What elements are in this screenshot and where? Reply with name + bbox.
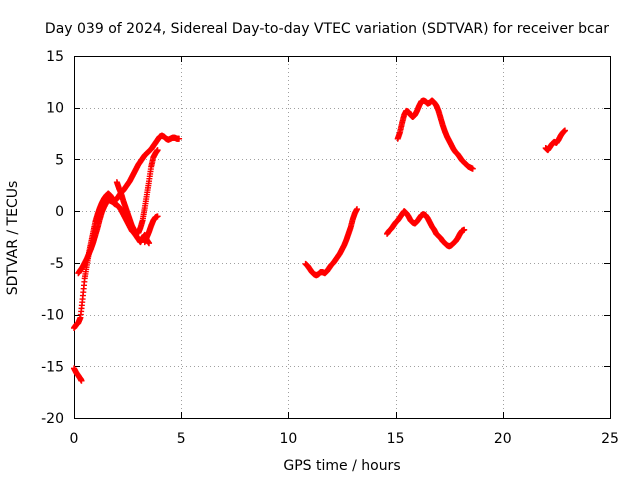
y-tick-label: 0: [55, 204, 64, 220]
data-point: [354, 206, 361, 213]
x-tick-label: 10: [279, 431, 297, 447]
axis-ticks: [74, 56, 611, 419]
y-tick-label: 10: [46, 101, 64, 117]
x-axis-label: GPS time / hours: [283, 458, 400, 474]
x-tick-labels: 0 5 10 15 20 25: [70, 431, 619, 447]
data-point: [154, 147, 161, 154]
point-segment-f: [302, 206, 361, 279]
y-tick-labels: -20 -15 -10 -5 0 5 10 15: [41, 49, 64, 427]
x-tick-label: 20: [494, 431, 512, 447]
data-point: [461, 226, 468, 233]
x-tick-label: 0: [70, 431, 79, 447]
point-segment-e: [141, 213, 161, 246]
point-segment-b: [71, 132, 183, 332]
plot-frame: [74, 56, 611, 419]
data-point: [176, 135, 183, 142]
chart-title: Day 039 of 2024, Sidereal Day-to-day VTE…: [45, 21, 609, 37]
y-tick-label: 5: [55, 152, 64, 168]
point-segment-d: [113, 147, 161, 236]
point-segment-c: [75, 196, 153, 277]
y-tick-label: -10: [41, 308, 64, 324]
y-tick-label: -15: [41, 359, 64, 375]
data-point: [561, 127, 568, 134]
point-segment-g: [384, 208, 468, 250]
x-tick-label: 15: [387, 431, 405, 447]
data-points: [71, 97, 568, 384]
point-segment-a: [71, 365, 85, 384]
data-point: [78, 377, 85, 384]
y-tick-label: -20: [41, 411, 64, 427]
y-axis-label: SDTVAR / TECUs: [5, 181, 21, 296]
data-point: [469, 165, 476, 172]
x-tick-label: 5: [177, 431, 186, 447]
data-point: [146, 240, 153, 247]
point-segment-h: [394, 97, 476, 172]
data-point: [154, 213, 161, 220]
y-tick-label: -5: [50, 256, 64, 272]
x-tick-label: 25: [601, 431, 619, 447]
grid-lines: [74, 56, 610, 418]
point-segment-i: [542, 127, 568, 154]
y-tick-label: 15: [46, 49, 64, 65]
